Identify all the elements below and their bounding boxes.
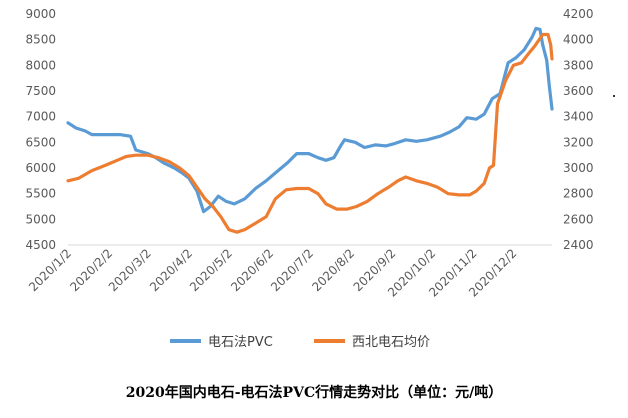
stray-dot (613, 95, 615, 97)
x-tick-label: 2020/4/2 (147, 246, 195, 294)
y-left-tick-label: 6500 (25, 135, 56, 149)
legend: 电石法PVC 西北电石均价 (170, 335, 430, 350)
x-tick-label: 2020/6/2 (228, 246, 276, 294)
y-right-tick-label: 3600 (563, 84, 594, 98)
series-layer (66, 26, 554, 234)
y-right-tick-label: 2600 (563, 212, 594, 226)
y-right-tick-label: 4200 (563, 7, 594, 21)
y-left-tick-label: 9000 (25, 7, 56, 21)
legend-label-pvc: 电石法PVC (208, 335, 273, 350)
y-right-tick-label: 3400 (563, 110, 594, 124)
x-tick-label: 2020/5/2 (187, 246, 235, 294)
y-left-tick-label: 5000 (25, 212, 56, 226)
legend-label-carbide: 西北电石均价 (352, 335, 430, 350)
y-right-tick-label: 4000 (563, 33, 594, 47)
x-axis: 2020/1/22020/2/22020/3/22020/4/22020/5/2… (26, 244, 552, 300)
series-line-pvc (66, 26, 554, 214)
x-tick-label: 2020/7/2 (268, 246, 316, 294)
y-left-tick-label: 6000 (25, 161, 56, 175)
y-left-tick-label: 8500 (25, 33, 56, 47)
y-left-tick-label: 5500 (25, 187, 56, 201)
y-left-tick-label: 4500 (25, 238, 56, 252)
y-left-tick-label: 7500 (25, 84, 56, 98)
y-right-tick-label: 2400 (563, 238, 594, 252)
y-right-tick-label: 3200 (563, 135, 594, 149)
x-tick-label: 2020/8/2 (309, 246, 357, 294)
y-left-tick-label: 7000 (25, 110, 56, 124)
y-right-tick-label: 3000 (563, 161, 594, 175)
x-tick-label: 2020/1/2 (26, 246, 74, 294)
y-axis-right: 2400 2600 2800 3000 3200 3400 3600 3800 4000 4200 (563, 7, 594, 252)
y-right-tick-label: 2800 (563, 187, 594, 201)
series-line-carbide (66, 32, 554, 234)
chart-caption: 2020年国内电石-电石法PVC行情走势对比（单位：元/吨） (125, 385, 503, 401)
y-left-tick-label: 8000 (25, 58, 56, 72)
y-right-tick-label: 3800 (563, 58, 594, 72)
x-tick-label: 2020/3/2 (106, 246, 154, 294)
y-axis-left: 4500 5000 5500 6000 6500 7000 7500 8000 8500 9000 (25, 7, 56, 252)
